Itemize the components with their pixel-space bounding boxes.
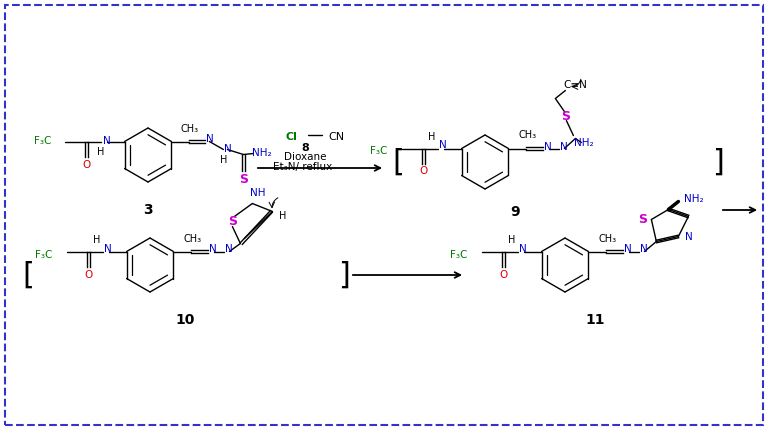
Text: O: O — [82, 160, 91, 169]
Text: N: N — [640, 245, 647, 255]
Text: NH₂: NH₂ — [574, 138, 593, 148]
Text: F₃C: F₃C — [35, 136, 51, 147]
Text: N: N — [518, 243, 527, 254]
Text: H: H — [508, 234, 515, 245]
Text: N: N — [624, 245, 631, 255]
Text: F₃C: F₃C — [35, 249, 53, 259]
Text: Dioxane: Dioxane — [283, 152, 326, 162]
Text: H: H — [93, 234, 101, 245]
Text: CH₃: CH₃ — [180, 123, 198, 133]
Text: Cl: Cl — [285, 132, 297, 142]
Text: S: S — [638, 213, 647, 226]
Text: S: S — [228, 215, 237, 228]
Text: N: N — [208, 245, 217, 255]
Text: N: N — [104, 243, 111, 254]
Text: N: N — [684, 231, 692, 242]
Text: H: H — [220, 154, 227, 165]
Text: S: S — [239, 173, 248, 186]
Text: N: N — [223, 144, 231, 154]
Text: 3: 3 — [143, 203, 153, 217]
Text: O: O — [499, 270, 508, 280]
Text: 8: 8 — [301, 143, 309, 153]
Text: 10: 10 — [175, 313, 194, 327]
Text: CH₃: CH₃ — [184, 233, 201, 243]
Text: H: H — [428, 132, 435, 141]
Text: N: N — [224, 245, 232, 255]
Text: H: H — [97, 147, 104, 157]
Text: O: O — [84, 270, 93, 280]
Text: N: N — [439, 141, 446, 150]
Text: 9: 9 — [510, 205, 520, 219]
Text: Et₃N/ reflux: Et₃N/ reflux — [273, 162, 333, 172]
Text: H: H — [279, 212, 286, 221]
Text: F₃C: F₃C — [450, 249, 468, 259]
Text: N: N — [103, 136, 111, 147]
Text: 11: 11 — [585, 313, 604, 327]
Text: NH: NH — [250, 188, 265, 199]
Text: F₃C: F₃C — [370, 147, 388, 157]
Text: NH₂: NH₂ — [684, 194, 703, 205]
Text: CH₃: CH₃ — [598, 233, 617, 243]
Text: [: [ — [22, 261, 34, 289]
Text: CN: CN — [328, 132, 344, 142]
Text: NH₂: NH₂ — [252, 147, 271, 157]
Text: S: S — [561, 110, 570, 123]
Text: N: N — [206, 135, 214, 144]
Text: N: N — [544, 141, 551, 151]
Text: ]: ] — [712, 147, 724, 176]
Text: C≡N: C≡N — [564, 80, 588, 90]
Text: O: O — [419, 166, 428, 176]
Text: [: [ — [392, 147, 404, 176]
Text: ]: ] — [338, 261, 350, 289]
Text: CH₃: CH₃ — [518, 130, 536, 141]
Text: N: N — [560, 141, 568, 151]
